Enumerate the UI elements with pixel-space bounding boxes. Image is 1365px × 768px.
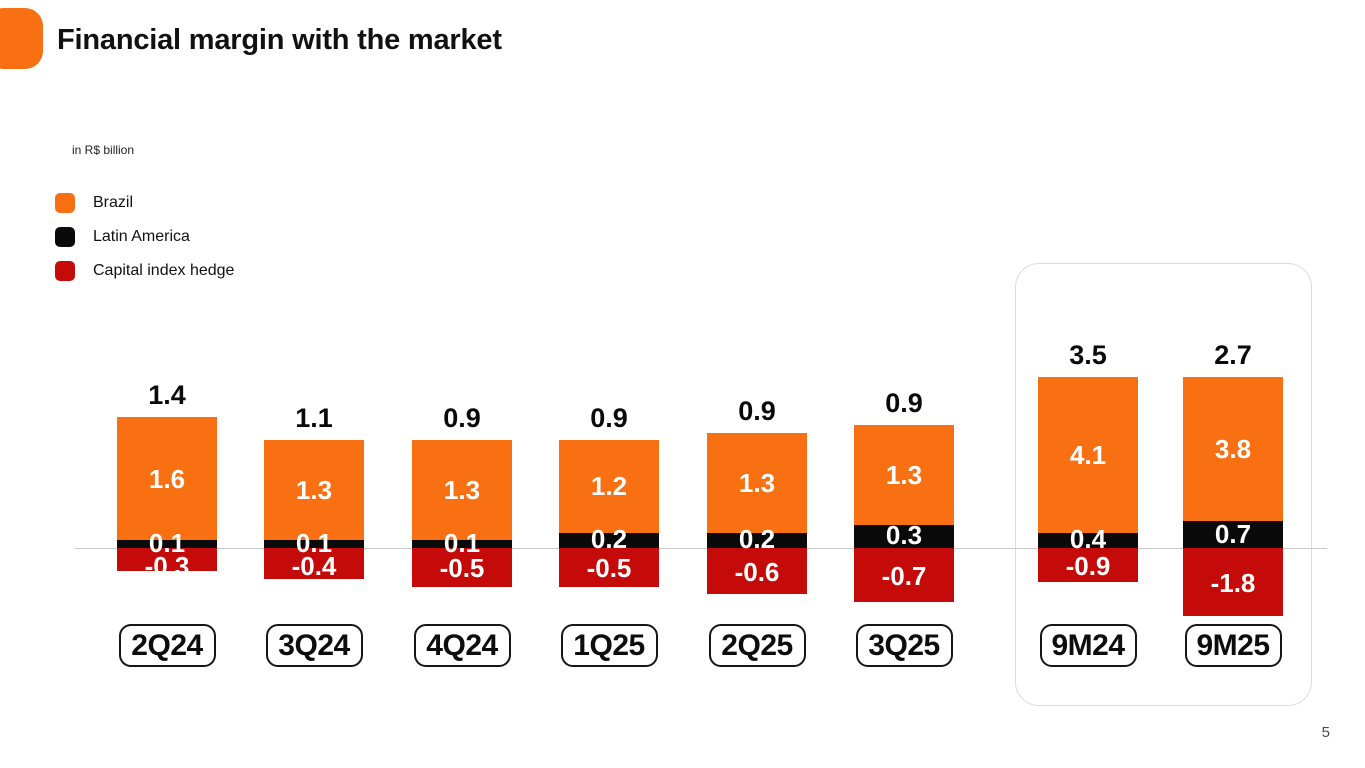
category-label-3Q24: 3Q24 xyxy=(265,624,363,667)
bar-total-label: 3.5 xyxy=(1069,340,1107,370)
bar-value-capital-index-hedge: -0.5 xyxy=(439,553,485,584)
bar-segment-brazil xyxy=(707,432,807,533)
bar-segment-brazil xyxy=(264,440,364,541)
bar-segment-capital-index-hedge xyxy=(412,548,512,587)
bar-segment-capital-index-hedge xyxy=(559,548,659,587)
bar-segment-capital-index-hedge xyxy=(117,548,217,572)
bar-value-capital-index-hedge: -0.4 xyxy=(291,551,337,581)
legend-swatch-capital-index-hedge-icon xyxy=(55,261,75,281)
category-label-3Q25: 3Q25 xyxy=(855,624,953,667)
bar-value-brazil: 1.3 xyxy=(885,459,923,490)
bar-value-brazil: 1.3 xyxy=(443,475,481,506)
bar-value-latin-america: 0.3 xyxy=(885,520,923,551)
bar-segment-brazil xyxy=(1183,377,1283,522)
bar-value-brazil: 1.3 xyxy=(738,467,776,498)
legend-item-brazil: Brazil xyxy=(55,193,234,213)
bar-segment-brazil xyxy=(854,424,954,525)
legend-label: Capital index hedge xyxy=(93,262,235,279)
bar-segment-latin-america xyxy=(117,540,217,548)
bar-value-brazil: 1.3 xyxy=(295,475,333,506)
bar-value-brazil: 1.2 xyxy=(590,471,628,502)
zero-axis-line xyxy=(75,548,1327,549)
bar-segment-latin-america xyxy=(1183,521,1283,548)
category-label-4Q24: 4Q24 xyxy=(413,624,511,667)
bar-segment-brazil xyxy=(412,440,512,541)
legend-label: Brazil xyxy=(93,194,134,211)
legend-item-latin-america: Latin America xyxy=(55,227,234,247)
unit-note: in R$ billion xyxy=(72,143,135,157)
bar-segment-latin-america xyxy=(854,524,954,548)
bar-value-capital-index-hedge: -0.7 xyxy=(881,560,927,591)
bar-segment-brazil xyxy=(117,417,217,541)
bar-total-label: 0.9 xyxy=(738,395,776,426)
bar-value-capital-index-hedge: -0.6 xyxy=(734,557,780,588)
legend-label: Latin America xyxy=(93,228,190,245)
bar-total-label: 0.9 xyxy=(443,403,481,434)
bar-segment-capital-index-hedge xyxy=(707,548,807,595)
bar-value-latin-america: 0.2 xyxy=(590,524,628,555)
bar-value-latin-america: 0.4 xyxy=(1069,524,1107,555)
legend-swatch-brazil-icon xyxy=(55,193,75,213)
bar-value-brazil: 3.8 xyxy=(1214,434,1252,465)
bar-segment-capital-index-hedge xyxy=(1183,548,1283,617)
bar-segment-latin-america xyxy=(264,540,364,548)
category-label-9M24: 9M24 xyxy=(1039,624,1137,667)
page-title: Financial margin with the market xyxy=(57,24,502,56)
bar-value-capital-index-hedge: -0.3 xyxy=(144,551,190,581)
bar-total-label: 0.9 xyxy=(590,403,628,434)
bar-value-capital-index-hedge: -1.8 xyxy=(1210,568,1256,599)
bar-segment-brazil xyxy=(559,440,659,533)
bar-value-brazil: 4.1 xyxy=(1069,439,1107,470)
bar-segment-latin-america xyxy=(412,540,512,548)
page-number: 5 xyxy=(1321,724,1330,741)
category-label-2Q24: 2Q24 xyxy=(118,624,216,667)
bar-value-capital-index-hedge: -0.9 xyxy=(1065,551,1111,582)
category-label-2Q25: 2Q25 xyxy=(708,624,806,667)
bar-value-brazil: 1.6 xyxy=(148,463,186,494)
bar-value-latin-america: 0.2 xyxy=(738,524,776,555)
bar-value-latin-america: 0.1 xyxy=(443,528,481,559)
bar-total-label: 1.4 xyxy=(148,380,186,411)
bar-value-capital-index-hedge: -0.5 xyxy=(586,553,632,584)
bar-value-latin-america: 0.1 xyxy=(148,528,186,559)
category-label-9M25: 9M25 xyxy=(1184,624,1282,667)
bar-total-label: 1.1 xyxy=(295,403,333,434)
chart-legend: Brazil Latin America Capital index hedge xyxy=(55,193,234,295)
bar-total-label: 0.9 xyxy=(885,387,923,418)
bar-segment-latin-america xyxy=(707,532,807,548)
bar-value-latin-america: 0.7 xyxy=(1214,518,1252,549)
bar-total-label: 2.7 xyxy=(1214,340,1252,370)
bar-segment-capital-index-hedge xyxy=(1038,548,1138,583)
bar-segment-brazil xyxy=(1038,377,1138,533)
brand-logo-icon xyxy=(0,8,43,69)
bar-segment-capital-index-hedge xyxy=(264,548,364,579)
legend-swatch-latin-america-icon xyxy=(55,227,75,247)
bar-segment-latin-america xyxy=(1038,532,1138,548)
legend-item-capital-index-hedge: Capital index hedge xyxy=(55,261,234,281)
category-label-1Q25: 1Q25 xyxy=(560,624,658,667)
bar-segment-latin-america xyxy=(559,532,659,548)
bar-value-latin-america: 0.1 xyxy=(295,528,333,559)
bar-segment-capital-index-hedge xyxy=(854,548,954,602)
